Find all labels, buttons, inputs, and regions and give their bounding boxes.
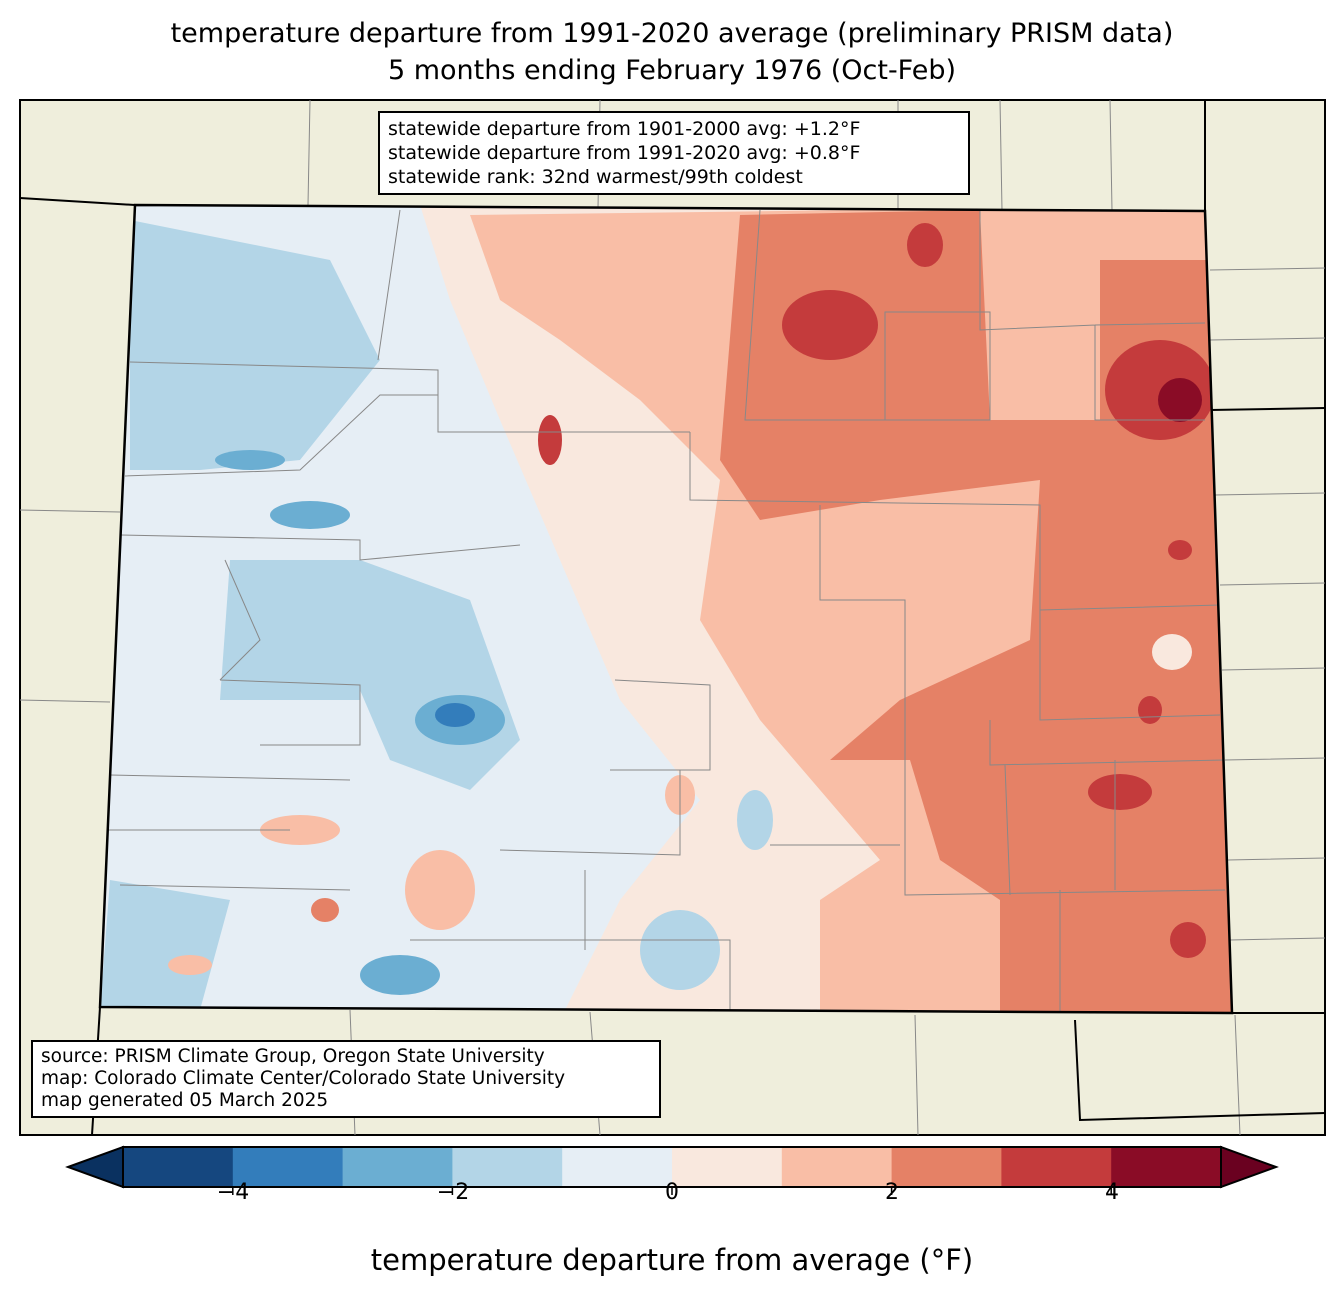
colorbar-tick-label: −4 <box>216 1180 250 1205</box>
colorbar-bin <box>891 1147 1002 1187</box>
county-lines <box>105 209 1226 1013</box>
colorbar-under-arrow <box>65 1145 124 1189</box>
colorbar-over-arrow <box>1220 1145 1279 1189</box>
colorbar-bin <box>452 1147 563 1187</box>
source-box: source: PRISM Climate Group, Oregon Stat… <box>31 1040 661 1118</box>
stat-rank: statewide rank: 32nd warmest/99th coldes… <box>388 166 803 188</box>
source-prism: source: PRISM Climate Group, Oregon Stat… <box>41 1046 545 1067</box>
colorbar-bin <box>232 1147 344 1187</box>
map-title: temperature departure from 1991-2020 ave… <box>170 18 1174 49</box>
colorbar-label: temperature departure from average (°F) <box>370 1243 974 1277</box>
stat-departure-1991-2020: statewide departure from 1991-2020 avg: … <box>388 142 861 164</box>
colorbar-bin <box>1111 1147 1222 1187</box>
colorbar-tick-label: 0 <box>665 1180 679 1205</box>
stat-departure-1901-2000: statewide departure from 1901-2000 avg: … <box>388 118 861 140</box>
colorbar-bin <box>342 1147 453 1187</box>
colorbar-bin <box>781 1147 893 1187</box>
source-generated-date: map generated 05 March 2025 <box>41 1090 329 1111</box>
temperature-departure-field <box>100 205 1232 1013</box>
colorbar-tick-label: −2 <box>436 1180 470 1205</box>
colorbar <box>65 1145 1279 1195</box>
source-map-credit: map: Colorado Climate Center/Colorado St… <box>41 1068 566 1089</box>
colorbar-bin <box>123 1147 234 1187</box>
colorbar-bin <box>1001 1147 1112 1187</box>
map-subtitle: 5 months ending February 1976 (Oct-Feb) <box>387 55 957 86</box>
colorbar-tick-label: 2 <box>885 1180 899 1205</box>
statewide-stats-box: statewide departure from 1901-2000 avg: … <box>378 111 970 195</box>
colorado-border <box>98 203 1234 1015</box>
colorbar-bin <box>672 1147 783 1187</box>
colorbar-bin <box>562 1147 673 1187</box>
colorbar-tick-label: 4 <box>1105 1180 1119 1205</box>
